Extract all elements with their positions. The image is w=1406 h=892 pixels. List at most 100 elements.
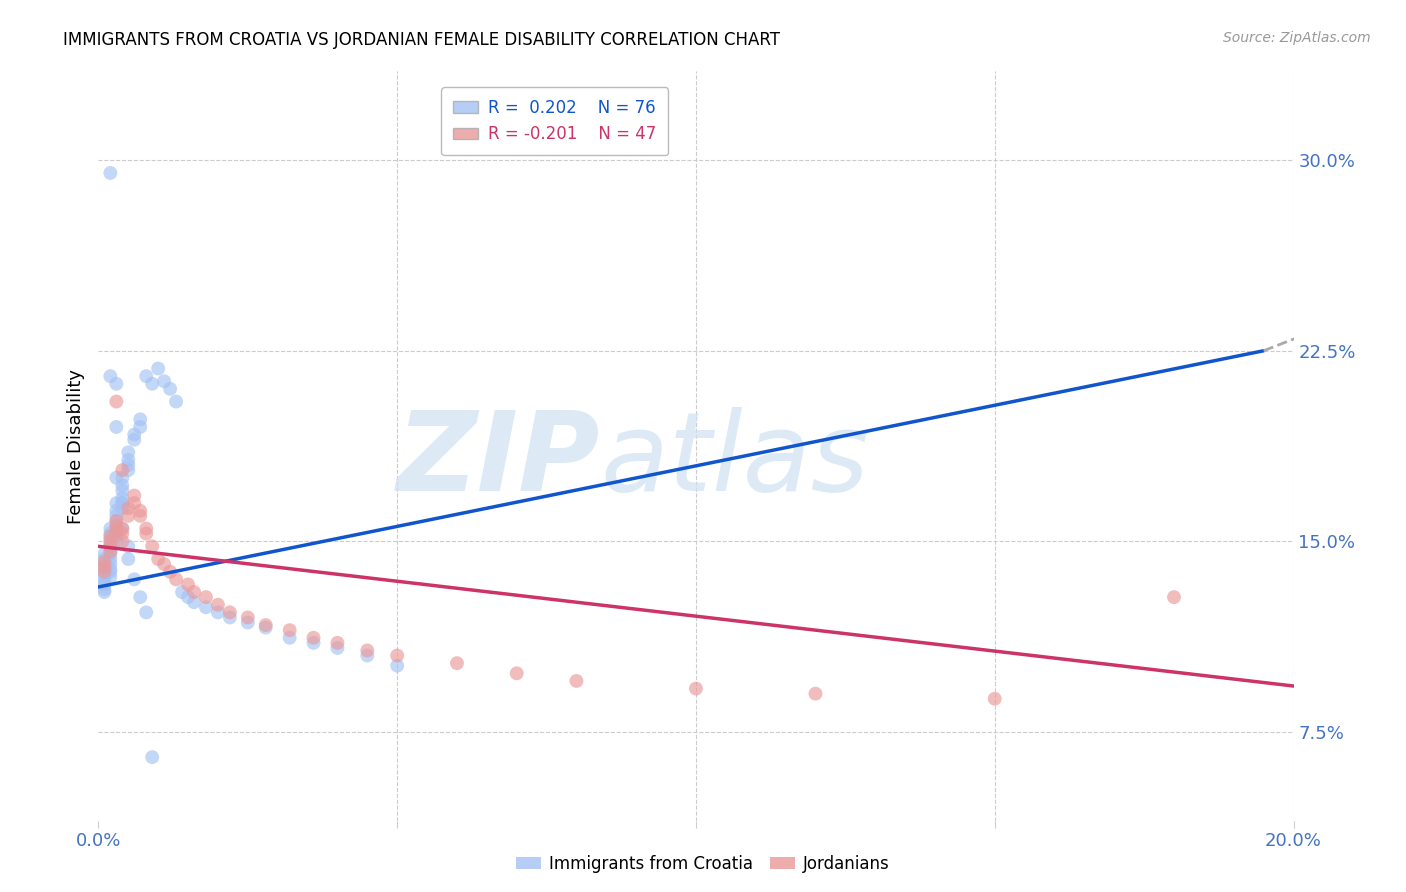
Point xyxy=(804,687,827,701)
Point xyxy=(207,606,229,620)
Point xyxy=(105,514,128,528)
Text: IMMIGRANTS FROM CROATIA VS JORDANIAN FEMALE DISABILITY CORRELATION CHART: IMMIGRANTS FROM CROATIA VS JORDANIAN FEM… xyxy=(63,31,780,49)
Point xyxy=(148,361,170,376)
Point xyxy=(129,590,152,604)
Point xyxy=(302,636,325,650)
Point xyxy=(183,595,205,609)
Point xyxy=(124,427,146,442)
Point xyxy=(117,458,139,472)
Point xyxy=(105,394,128,409)
Point xyxy=(177,590,200,604)
Point xyxy=(135,369,157,384)
Point xyxy=(685,681,707,696)
Point xyxy=(278,631,301,645)
Point xyxy=(98,539,122,553)
Point xyxy=(165,572,187,586)
Point xyxy=(98,570,122,584)
Point xyxy=(93,570,115,584)
Point xyxy=(148,552,170,566)
Point xyxy=(124,496,146,510)
Point xyxy=(98,565,122,579)
Point xyxy=(236,615,259,630)
Point xyxy=(105,529,128,543)
Point xyxy=(135,526,157,541)
Point xyxy=(124,572,146,586)
Point xyxy=(124,489,146,503)
Point xyxy=(98,534,122,549)
Point xyxy=(278,623,301,637)
Point xyxy=(98,166,122,180)
Point xyxy=(111,491,134,505)
Point xyxy=(98,537,122,551)
Point xyxy=(105,420,128,434)
Point xyxy=(129,412,152,426)
Point xyxy=(105,524,128,538)
Point xyxy=(117,539,139,553)
Point xyxy=(153,557,176,571)
Point xyxy=(98,532,122,546)
Text: Source: ZipAtlas.com: Source: ZipAtlas.com xyxy=(1223,31,1371,45)
Point xyxy=(111,471,134,485)
Point xyxy=(105,471,128,485)
Point xyxy=(98,547,122,561)
Point xyxy=(326,636,349,650)
Point xyxy=(93,574,115,589)
Point xyxy=(1163,590,1185,604)
Point xyxy=(506,666,529,681)
Point xyxy=(195,590,218,604)
Point xyxy=(159,382,181,396)
Point xyxy=(93,565,115,579)
Point xyxy=(565,673,588,688)
Point xyxy=(93,585,115,599)
Point xyxy=(219,610,242,624)
Point xyxy=(111,534,134,549)
Legend: R =  0.202    N = 76, R = -0.201    N = 47: R = 0.202 N = 76, R = -0.201 N = 47 xyxy=(441,87,668,155)
Point xyxy=(165,394,187,409)
Point xyxy=(236,610,259,624)
Point xyxy=(105,534,128,549)
Point xyxy=(135,606,157,620)
Point xyxy=(302,631,325,645)
Point xyxy=(117,445,139,459)
Point xyxy=(356,648,378,663)
Point xyxy=(98,522,122,536)
Point xyxy=(98,557,122,571)
Point xyxy=(93,577,115,591)
Point xyxy=(93,552,115,566)
Point xyxy=(254,618,277,632)
Point xyxy=(105,496,128,510)
Point xyxy=(93,547,115,561)
Point xyxy=(326,640,349,655)
Legend: Immigrants from Croatia, Jordanians: Immigrants from Croatia, Jordanians xyxy=(509,848,897,880)
Point xyxy=(111,522,134,536)
Point xyxy=(117,463,139,477)
Point xyxy=(195,600,218,615)
Point xyxy=(111,496,134,510)
Point xyxy=(153,374,176,388)
Point xyxy=(111,483,134,498)
Point xyxy=(98,562,122,576)
Point xyxy=(117,508,139,523)
Point xyxy=(183,585,205,599)
Point xyxy=(124,433,146,447)
Point xyxy=(117,501,139,516)
Point xyxy=(98,539,122,553)
Point xyxy=(385,648,409,663)
Point xyxy=(93,567,115,582)
Point xyxy=(172,585,194,599)
Point xyxy=(111,496,134,510)
Point xyxy=(105,376,128,391)
Point xyxy=(129,504,152,518)
Point xyxy=(111,501,134,516)
Point xyxy=(98,552,122,566)
Point xyxy=(117,552,139,566)
Point xyxy=(105,524,128,538)
Point xyxy=(129,508,152,523)
Point xyxy=(207,598,229,612)
Point xyxy=(105,504,128,518)
Y-axis label: Female Disability: Female Disability xyxy=(66,368,84,524)
Point xyxy=(111,526,134,541)
Point xyxy=(93,582,115,597)
Point xyxy=(135,522,157,536)
Point xyxy=(177,577,200,591)
